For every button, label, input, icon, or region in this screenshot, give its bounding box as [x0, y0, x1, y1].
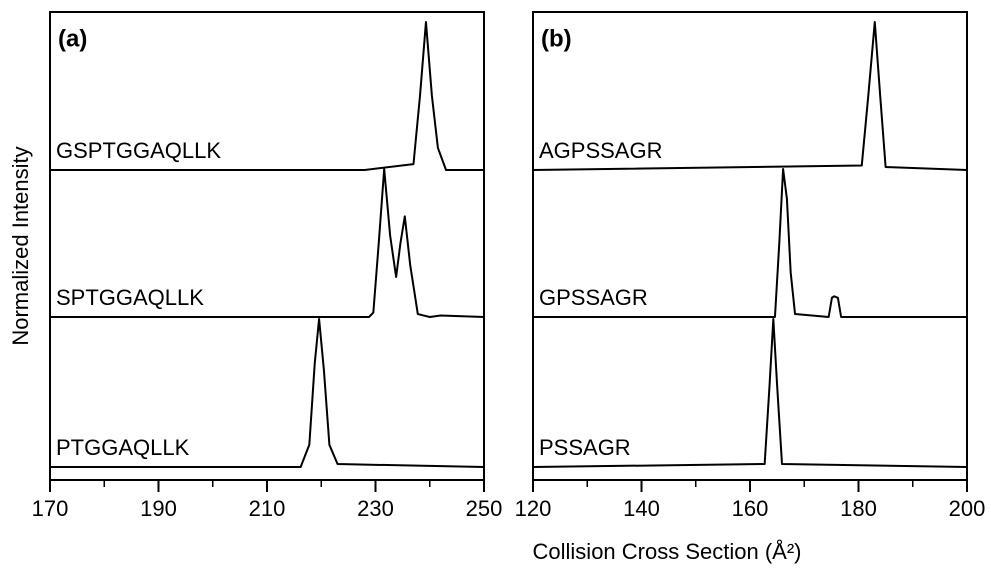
x-tick-label: 120 [515, 496, 552, 521]
x-tick-label: 160 [732, 496, 769, 521]
x-tick-label: 170 [32, 496, 69, 521]
x-tick-label: 250 [466, 496, 503, 521]
trace [50, 318, 485, 468]
x-tick-label: 230 [357, 496, 394, 521]
trace-label: AGPSSAGR [539, 138, 662, 163]
plot-frame [49, 11, 485, 481]
trace-label: GSPTGGAQLLK [56, 138, 221, 163]
trace-label: PSSAGR [539, 435, 631, 460]
trace [532, 318, 968, 468]
trace [50, 168, 485, 318]
panel-label: (b) [541, 25, 572, 52]
trace [532, 21, 968, 171]
y-axis-title: Normalized Intensity [8, 146, 33, 345]
x-tick-label: 180 [840, 496, 877, 521]
trace-label: SPTGGAQLLK [56, 285, 204, 310]
trace [533, 168, 967, 318]
x-tick-label: 200 [949, 496, 986, 521]
x-axis-title: Collision Cross Section (Å²) [533, 539, 802, 564]
x-tick-label: 210 [249, 496, 286, 521]
plot-frame [532, 11, 968, 481]
trace [50, 21, 484, 171]
trace-label: GPSSAGR [539, 285, 648, 310]
panel-label: (a) [58, 25, 87, 52]
x-tick-label: 190 [140, 496, 177, 521]
x-tick-label: 140 [623, 496, 660, 521]
trace-label: PTGGAQLLK [56, 435, 190, 460]
